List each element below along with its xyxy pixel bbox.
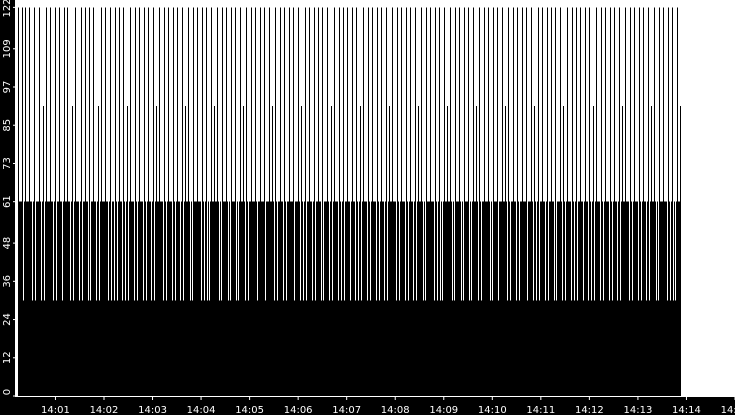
y-tick-label: 61 [2, 195, 13, 208]
y-tick-label: 24 [2, 313, 13, 326]
x-tick-label: 14:04 [187, 405, 216, 415]
y-tick-label: 48 [2, 237, 13, 250]
y-tick-label: 109 [2, 39, 13, 58]
x-tick-label: 14:11 [526, 405, 555, 415]
x-tick-label: 14:06 [284, 405, 313, 415]
x-tick-label: 14:15 [721, 405, 735, 415]
x-tick-label: 14:12 [575, 405, 604, 415]
x-tick-label: 14:14 [672, 405, 701, 415]
y-tick-label: 73 [2, 157, 13, 170]
y-ticks-layer: 0 12 24 36 48 61 73 85 97 109 122 [2, 0, 15, 397]
x-tick-label: 14:05 [235, 405, 264, 415]
x-tick-label: 14:13 [624, 405, 653, 415]
x-tick-label: 14:07 [332, 405, 361, 415]
y-tick-label: 122 [2, 0, 13, 18]
bars-layer [18, 7, 681, 396]
y-tick-label: 0 [2, 389, 13, 395]
x-tick-label: 14:01 [41, 405, 70, 415]
x-ticks-layer: 14:01 14:02 14:03 14:04 14:05 14:06 14:07 14:08… [41, 397, 735, 416]
x-tick-label: 14:08 [381, 405, 410, 415]
y-tick-label: 12 [2, 351, 13, 364]
y-axis-strip [0, 0, 15, 415]
x-tick-label: 14:09 [429, 405, 458, 415]
x-tick-label: 14:03 [138, 405, 167, 415]
y-tick-label: 85 [2, 119, 13, 132]
x-tick-label: 14:10 [478, 405, 507, 415]
y-tick-label: 36 [2, 275, 13, 288]
x-axis-strip [0, 397, 735, 415]
x-tick-label: 14:02 [90, 405, 119, 415]
y-tick-label: 97 [2, 81, 13, 94]
